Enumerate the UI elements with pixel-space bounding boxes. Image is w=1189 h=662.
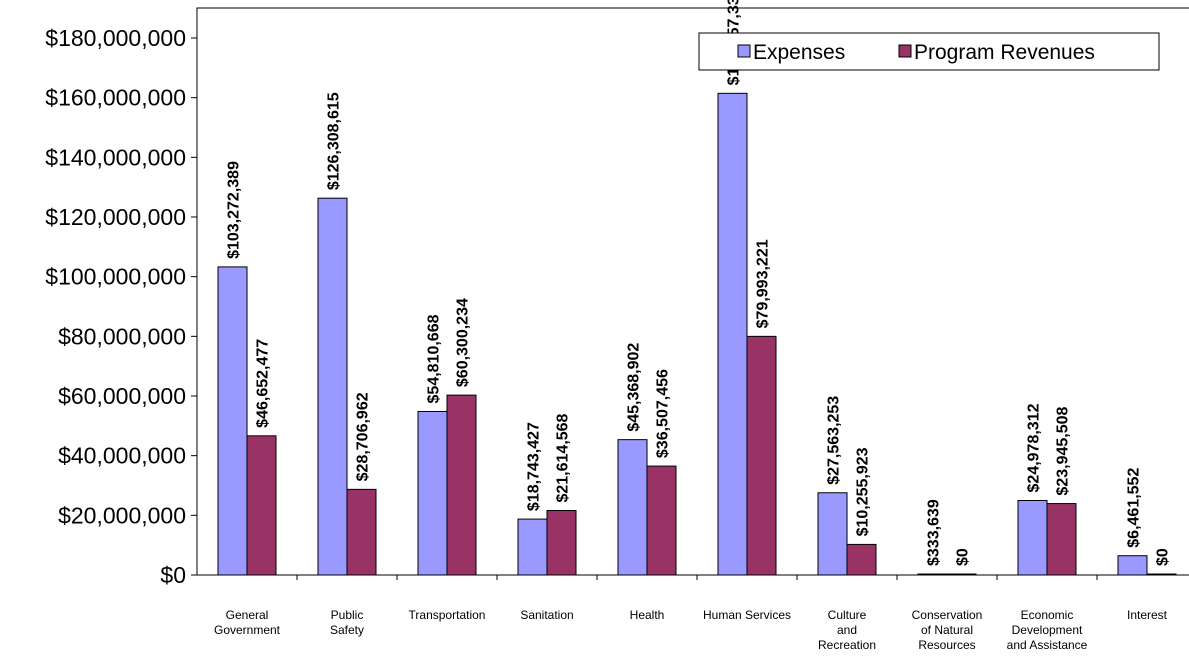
data-label-expenses: $333,639 [926, 499, 943, 566]
y-tick-label: $140,000,000 [45, 144, 186, 170]
bar-expenses [1017, 499, 1048, 576]
y-tick-label: $120,000,000 [45, 204, 186, 230]
y-tick-label: $60,000,000 [58, 383, 186, 409]
bar-program-revenues [246, 435, 277, 576]
data-label-program-revenues: $79,993,221 [755, 239, 772, 328]
y-tick-label: $180,000,000 [45, 25, 186, 51]
data-label-expenses: $45,368,902 [626, 343, 643, 432]
bar-program-revenues [546, 510, 577, 576]
bar-program-revenues [446, 394, 477, 576]
bar-expenses [217, 266, 248, 576]
y-tick-label: $0 [160, 562, 186, 588]
legend-label-program-revenues: Program Revenues [914, 41, 1095, 64]
data-label-program-revenues: $28,706,962 [355, 392, 372, 481]
data-label-program-revenues: $46,652,477 [255, 339, 272, 428]
data-label-program-revenues: $36,507,456 [655, 369, 672, 458]
data-label-expenses: $18,743,427 [526, 422, 543, 511]
y-tick-label: $80,000,000 [58, 323, 186, 349]
y-axis: $0 $20,000,000 $40,000,000 $60,000,000 $80,0… [45, 25, 197, 588]
bar-expenses [617, 439, 648, 576]
data-label-program-revenues: $23,945,508 [1055, 406, 1072, 495]
data-label-expenses: $24,978,312 [1026, 403, 1043, 492]
x-tick-label: Development [1012, 623, 1083, 637]
legend-label-expenses: Expenses [753, 41, 845, 64]
data-label-expenses: $103,272,389 [226, 161, 243, 259]
y-tick-label: $20,000,000 [58, 502, 186, 528]
x-tick-label: Conservation [912, 608, 983, 622]
y-tick-label: $40,000,000 [58, 443, 186, 469]
bar-expenses [417, 410, 448, 576]
x-tick-label: Resources [918, 638, 975, 652]
y-tick-label: $100,000,000 [45, 264, 186, 290]
bar-program-revenues [746, 335, 777, 576]
bar-expenses [517, 518, 548, 576]
x-tick-label: Safety [330, 623, 364, 637]
data-label-program-revenues: $0 [1155, 548, 1172, 566]
x-tick-label: Economic [1021, 608, 1074, 622]
bar-expenses [317, 197, 348, 576]
x-tick-label: of Natural [921, 623, 973, 637]
legend-swatch-program-revenues [898, 44, 912, 58]
x-tick-label: Human Services [703, 608, 791, 622]
data-label-expenses: $27,563,253 [826, 396, 843, 485]
bar-program-revenues [1046, 503, 1077, 576]
plot-area [196, 7, 1189, 576]
data-label-program-revenues: $0 [955, 548, 972, 566]
data-label-expenses: $6,461,552 [1126, 468, 1143, 548]
bars [217, 92, 1177, 576]
data-label-program-revenues: $21,614,568 [555, 413, 572, 502]
bar-program-revenues [846, 543, 877, 576]
bar-program-revenues [646, 465, 677, 576]
x-tick-label: Culture [828, 608, 867, 622]
x-tick-label: Transportation [409, 608, 486, 622]
legend-box [698, 32, 1160, 71]
x-tick-label: Government [214, 623, 281, 637]
legend: Expenses Program Revenues [698, 32, 1160, 71]
data-label-program-revenues: $10,255,923 [855, 447, 872, 536]
bar-expenses [1117, 555, 1148, 576]
legend-swatch-expenses [737, 44, 751, 58]
bar-expenses [817, 492, 848, 576]
x-tick-label: Recreation [818, 638, 876, 652]
x-tick-label: General [226, 608, 269, 622]
x-tick-label: and Assistance [1007, 638, 1088, 652]
x-tick-label: and [837, 623, 857, 637]
data-label-program-revenues: $60,300,234 [455, 298, 472, 387]
x-tick-label: Interest [1127, 608, 1168, 622]
y-tick-label: $160,000,000 [45, 85, 186, 111]
x-tick-label: Sanitation [520, 608, 573, 622]
data-label-expenses: $54,810,668 [426, 314, 443, 403]
bar-program-revenues [346, 488, 377, 576]
bar-expenses [717, 92, 748, 576]
x-tick-label: Public [331, 608, 364, 622]
data-label-expenses: $126,308,615 [326, 92, 343, 190]
x-tick-label: Health [630, 608, 665, 622]
